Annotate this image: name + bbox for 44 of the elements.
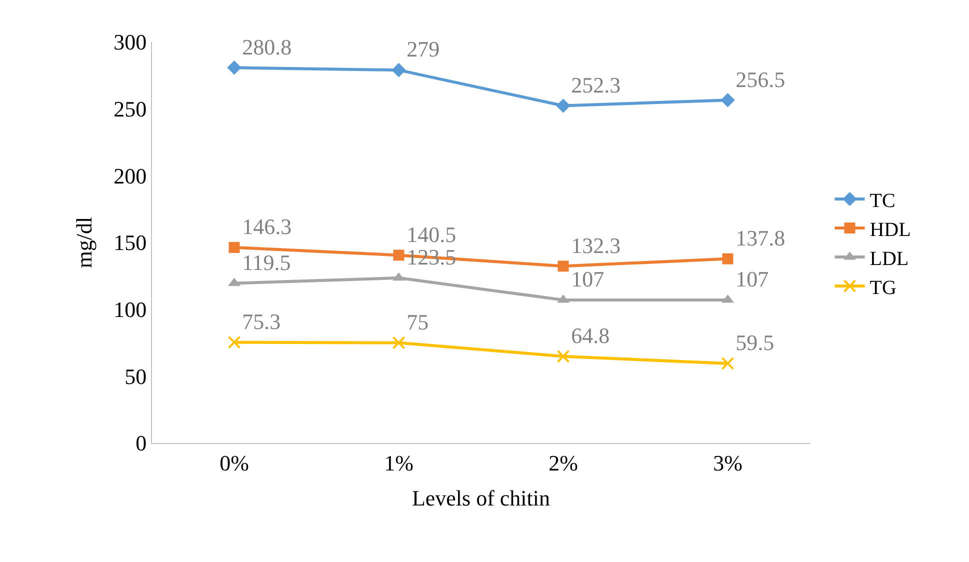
- x-tick-label: 2%: [548, 450, 578, 476]
- point: [392, 62, 406, 78]
- y-tick-label: 300: [114, 30, 147, 55]
- data-label: 107: [736, 266, 769, 292]
- data-label: 137.8: [736, 225, 786, 250]
- data-label: 75.3: [242, 308, 281, 334]
- x-tick-label: 0%: [220, 450, 249, 476]
- point: [393, 250, 404, 261]
- data-label: 279: [406, 36, 440, 62]
- point: [392, 336, 406, 350]
- y-tick-label: 50: [124, 364, 147, 389]
- point: [721, 356, 734, 370]
- point: [558, 260, 569, 272]
- data-label: 75: [406, 309, 429, 334]
- y-tick-label: 150: [114, 230, 147, 256]
- legend-label: HDL: [870, 218, 911, 241]
- point: [228, 242, 240, 253]
- data-label: 146.3: [242, 214, 292, 240]
- data-label: 119.5: [242, 250, 291, 275]
- data-label: 140.5: [406, 222, 456, 247]
- data-label: 256.5: [736, 66, 786, 92]
- point: [720, 92, 735, 108]
- x-tick-label: 3%: [713, 450, 742, 476]
- data-label: 252.3: [571, 72, 621, 98]
- point: [556, 350, 570, 363]
- legend-label: TC: [870, 190, 896, 212]
- data-label: 64.8: [571, 323, 610, 348]
- y-tick-label: 100: [114, 297, 147, 322]
- point: [228, 336, 241, 349]
- legend-label: LDL: [870, 248, 909, 270]
- x-axis-title: Levels of chitin: [412, 485, 550, 510]
- data-label: 280.8: [242, 34, 292, 60]
- data-label: 132.3: [571, 232, 621, 258]
- y-tick-label: 250: [114, 96, 147, 122]
- y-axis-title: mg/dl: [71, 216, 96, 268]
- legend-label: TG: [870, 276, 896, 299]
- point: [556, 98, 570, 113]
- data-label: 59.5: [736, 330, 774, 356]
- x-tick-label: 1%: [384, 450, 414, 476]
- y-tick-label: 0: [136, 430, 147, 456]
- point: [227, 60, 242, 75]
- data-label: 107: [571, 266, 604, 292]
- y-tick-label: 200: [114, 163, 147, 188]
- point: [722, 253, 734, 264]
